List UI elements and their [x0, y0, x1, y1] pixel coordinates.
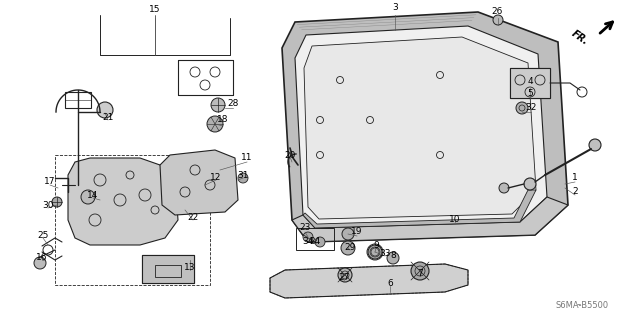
Text: 2: 2	[572, 188, 578, 197]
Polygon shape	[304, 37, 536, 219]
Text: 10: 10	[449, 216, 461, 225]
Bar	[155, 265, 181, 277]
Circle shape	[338, 268, 352, 282]
Circle shape	[341, 241, 355, 255]
Text: 7: 7	[417, 270, 423, 278]
Text: 6: 6	[387, 279, 393, 288]
Text: 8: 8	[390, 250, 396, 259]
Text: 20: 20	[284, 151, 296, 160]
Circle shape	[387, 252, 399, 264]
Circle shape	[499, 183, 509, 193]
Circle shape	[516, 102, 528, 114]
Text: 34: 34	[302, 238, 314, 247]
Polygon shape	[160, 150, 238, 215]
Circle shape	[34, 257, 46, 269]
Text: 21: 21	[102, 113, 114, 122]
Bar	[65, 92, 91, 108]
Bar	[142, 255, 194, 283]
Text: 26: 26	[492, 8, 502, 17]
Circle shape	[52, 197, 62, 207]
Bar	[178, 60, 233, 95]
Text: 15: 15	[149, 5, 161, 14]
Polygon shape	[282, 12, 568, 242]
Text: 33: 33	[380, 249, 391, 257]
Text: 16: 16	[36, 254, 48, 263]
Polygon shape	[295, 26, 547, 228]
Circle shape	[342, 228, 354, 240]
Text: 22: 22	[188, 212, 198, 221]
Circle shape	[303, 232, 313, 242]
Text: 17: 17	[44, 177, 56, 187]
Text: 28: 28	[227, 99, 239, 108]
Text: 18: 18	[217, 115, 228, 124]
Polygon shape	[292, 197, 568, 242]
Text: 14: 14	[87, 190, 99, 199]
Circle shape	[81, 190, 95, 204]
Circle shape	[211, 98, 225, 112]
Circle shape	[368, 245, 382, 259]
Text: 4: 4	[527, 78, 533, 86]
Text: 13: 13	[184, 263, 196, 272]
Text: 30: 30	[42, 201, 54, 210]
Polygon shape	[510, 68, 550, 98]
Circle shape	[207, 116, 223, 132]
Circle shape	[411, 262, 429, 280]
Text: 12: 12	[211, 173, 221, 182]
Text: 9: 9	[373, 241, 379, 249]
Polygon shape	[68, 158, 178, 245]
Text: 11: 11	[241, 153, 253, 162]
Bar	[55, 155, 210, 285]
Text: 23: 23	[300, 224, 310, 233]
Text: –: –	[577, 300, 581, 309]
Text: 29: 29	[344, 242, 356, 251]
Text: FR.: FR.	[570, 29, 590, 47]
Text: 1: 1	[572, 174, 578, 182]
Polygon shape	[270, 264, 468, 298]
Text: S6MA-B5500: S6MA-B5500	[556, 300, 609, 309]
Text: 5: 5	[527, 88, 533, 98]
Text: 3: 3	[392, 4, 398, 12]
Text: 24: 24	[309, 238, 321, 247]
Polygon shape	[142, 255, 194, 283]
Polygon shape	[303, 190, 536, 228]
Text: 27: 27	[339, 273, 349, 283]
Text: 32: 32	[525, 103, 537, 113]
Text: 31: 31	[237, 170, 249, 180]
Bar	[296, 228, 334, 250]
Text: 19: 19	[351, 227, 363, 236]
Circle shape	[493, 15, 503, 25]
Text: 25: 25	[37, 231, 49, 240]
Circle shape	[524, 178, 536, 190]
Circle shape	[238, 173, 248, 183]
Bar	[510, 68, 550, 98]
Circle shape	[589, 139, 601, 151]
Circle shape	[315, 237, 325, 247]
Circle shape	[97, 102, 113, 118]
